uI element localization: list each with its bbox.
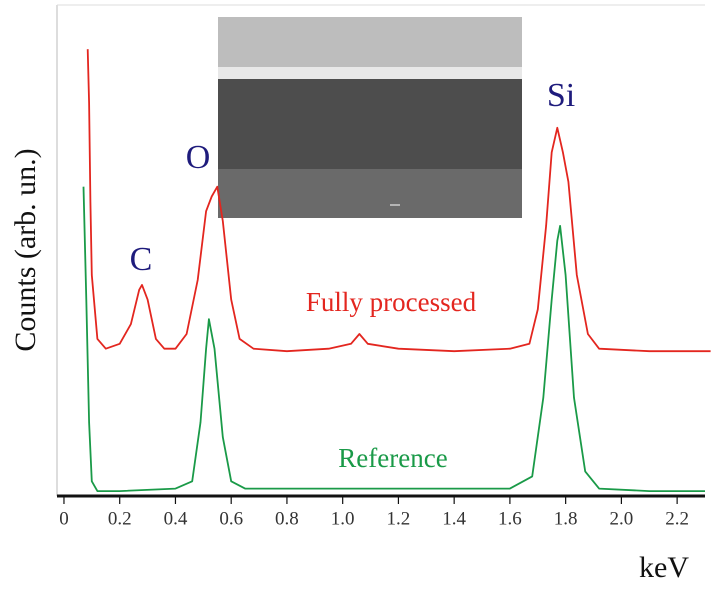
annotation: C xyxy=(130,241,153,278)
series-label: Fully processed xyxy=(306,287,477,317)
annotation: Si xyxy=(547,77,575,114)
series-label: Reference xyxy=(338,443,447,473)
x-tick-label: 0.8 xyxy=(275,508,299,529)
x-axis-label: keV xyxy=(639,551,689,584)
x-tick-label: 0.6 xyxy=(219,508,243,529)
x-tick-label: 1.4 xyxy=(442,508,466,529)
series-line xyxy=(86,49,711,353)
x-tick-label: 0.2 xyxy=(108,508,132,529)
x-tick-label: 1.8 xyxy=(554,508,578,529)
x-tick-label: 1.2 xyxy=(387,508,411,529)
x-tick-label: 2.2 xyxy=(665,508,689,529)
x-tick-label: 0 xyxy=(59,508,69,529)
x-tick-label: 0.4 xyxy=(164,508,188,529)
x-tick-label: 1.0 xyxy=(331,508,355,529)
x-tick-label: 2.0 xyxy=(610,508,634,529)
series-line xyxy=(82,186,705,492)
annotation: O xyxy=(186,139,211,176)
x-tick-label: 1.6 xyxy=(498,508,522,529)
sem-inset xyxy=(218,17,522,218)
y-axis-label: Counts (arb. un.) xyxy=(9,148,42,351)
